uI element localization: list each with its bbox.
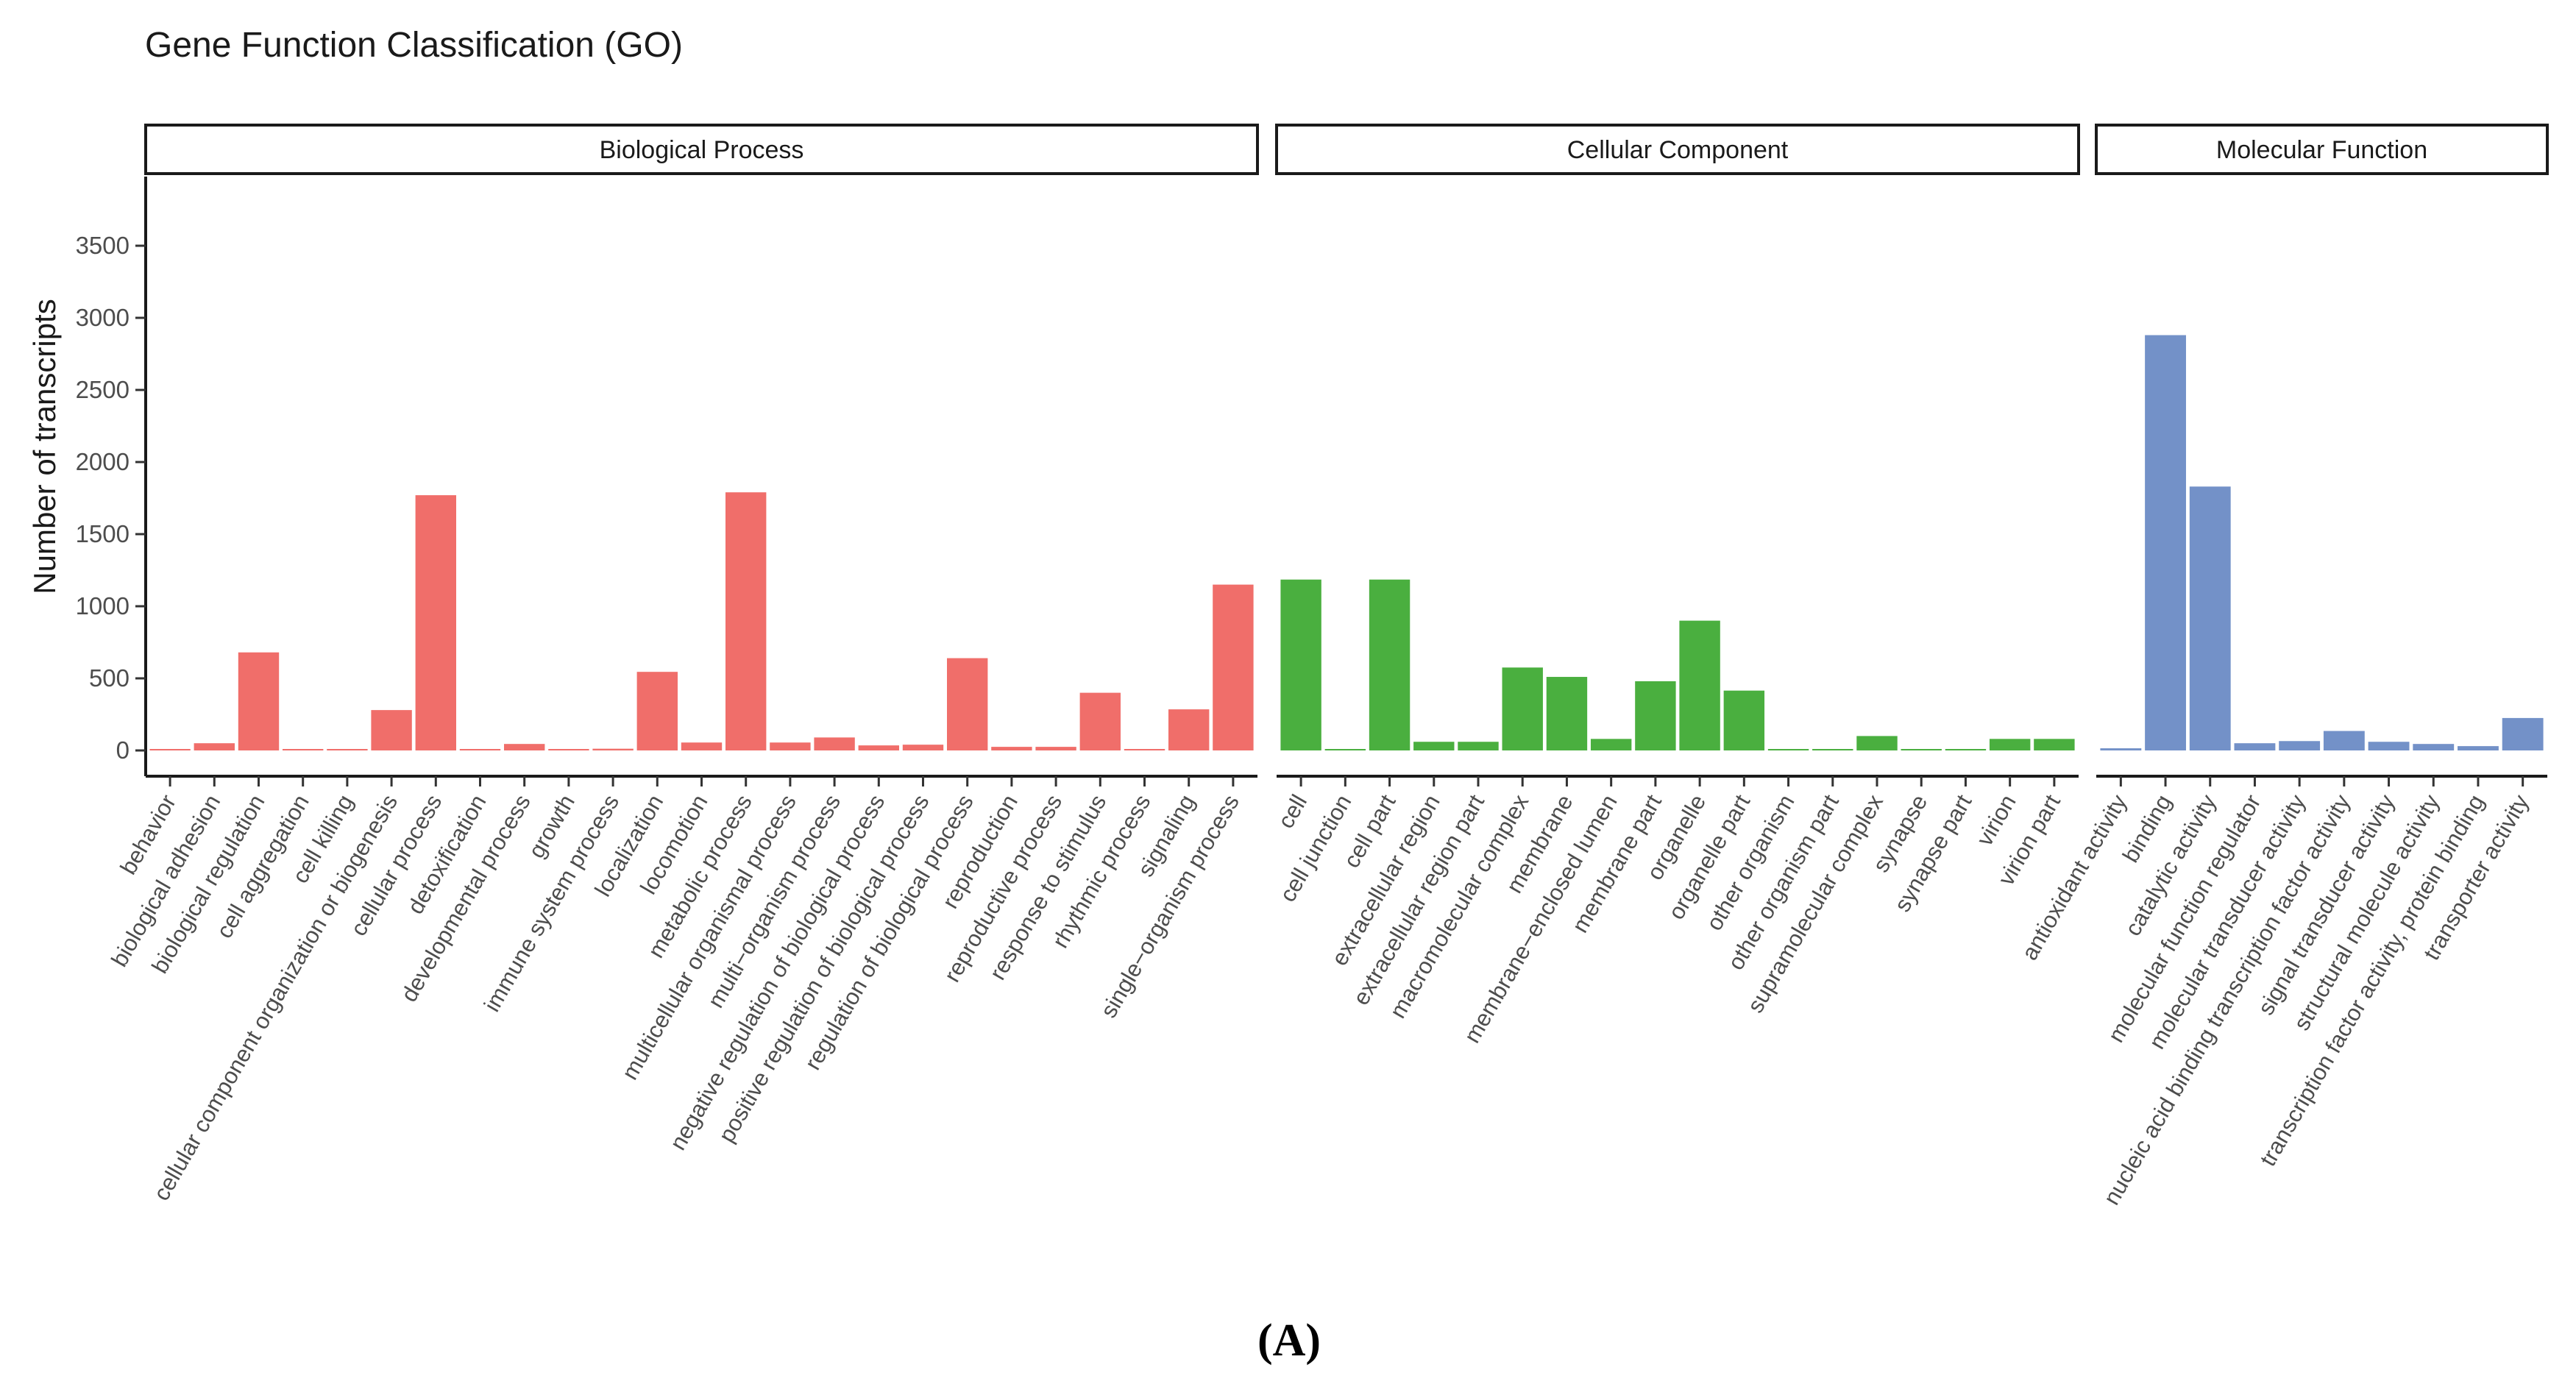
- bar-localization: [636, 672, 678, 750]
- bar-cell-part: [1369, 579, 1411, 750]
- bar-cell-aggregation: [283, 749, 324, 750]
- bar-organelle: [1679, 620, 1720, 750]
- bar-reproduction: [991, 747, 1032, 750]
- bar-cell: [1280, 579, 1321, 750]
- figure-label: (A): [1257, 1315, 1321, 1366]
- y-tick-label: 2000: [76, 448, 129, 475]
- y-tick-label: 1000: [76, 592, 129, 619]
- bar-other-organism-part: [1812, 749, 1853, 750]
- x-tick-label: cell: [1273, 790, 1313, 833]
- bar-supramolecular-complex: [1856, 736, 1898, 750]
- bar-molecular-transducer-activity: [2279, 741, 2321, 750]
- y-tick-label: 1500: [76, 520, 129, 547]
- bar-membrane-part: [1635, 681, 1676, 750]
- bar-antioxidant-activity: [2100, 748, 2142, 750]
- bar-metabolic-process: [725, 492, 767, 750]
- bar-molecular-function-regulator: [2234, 743, 2276, 750]
- bar-cell-killing: [327, 749, 368, 750]
- bar-other-organism: [1767, 749, 1809, 750]
- bar-immune-system-process: [592, 748, 634, 750]
- bar-synapse-part: [1945, 749, 1987, 750]
- bar-virion-part: [2034, 739, 2075, 750]
- bar-biological-adhesion: [194, 743, 235, 750]
- y-tick-label: 3500: [76, 232, 129, 259]
- bar-developmental-process: [504, 744, 545, 750]
- bar-structural-molecule-activity: [2413, 744, 2455, 750]
- bar-extracellular-region-part: [1458, 742, 1499, 750]
- bar-transcription-factor-activity-protein-binding: [2458, 746, 2499, 750]
- bar-positive-regulation-of-biological-process: [902, 745, 944, 750]
- panel-strip-label: Cellular Component: [1567, 136, 1789, 164]
- chart-title: Gene Function Classification (GO): [145, 26, 683, 65]
- bar-reproductive-process: [1035, 747, 1076, 750]
- y-axis-label: Number of transcripts: [27, 299, 62, 594]
- bar-virion: [1989, 739, 2031, 750]
- bar-regulation-of-biological-process: [947, 658, 988, 750]
- panel-strip-label: Biological Process: [600, 136, 804, 164]
- y-tick-label: 3000: [76, 304, 129, 331]
- bar-negative-regulation-of-biological-process: [858, 745, 899, 750]
- bar-multi-organism-process: [814, 737, 855, 750]
- bar-cellular-process: [415, 495, 456, 750]
- bar-multicellular-organismal-process: [770, 742, 811, 750]
- bar-transporter-activity: [2502, 717, 2544, 750]
- panel-strip-label: Molecular Function: [2216, 136, 2427, 164]
- y-tick-label: 500: [89, 664, 129, 692]
- bar-macromolecular-complex: [1502, 667, 1543, 750]
- bar-detoxification: [459, 749, 501, 750]
- bar-rhythmic-process: [1124, 749, 1165, 750]
- bar-cellular-component-organization-or-biogenesis: [371, 710, 412, 750]
- bar-extracellular-region: [1413, 742, 1455, 750]
- bar-growth: [548, 749, 589, 750]
- bar-catalytic-activity: [2189, 486, 2231, 750]
- panel-strip: [1275, 124, 2080, 175]
- y-tick-label: 2500: [76, 376, 129, 403]
- bar-nucleic-acid-binding-transcription-factor-activity: [2323, 731, 2365, 750]
- y-tick-label: 0: [116, 736, 129, 764]
- bar-signal-transducer-activity: [2368, 742, 2410, 750]
- bar-binding: [2145, 335, 2186, 750]
- bar-biological-regulation: [238, 652, 280, 750]
- bar-organelle-part: [1723, 690, 1765, 750]
- y-axis: 0 500 1000 1500 2000 2500 3000 3500: [76, 177, 147, 776]
- bar-locomotion: [681, 742, 723, 750]
- bar-behavior: [149, 749, 191, 750]
- bar-single-organism-process: [1213, 584, 1254, 750]
- bar-synapse: [1901, 749, 1942, 750]
- bar-signaling: [1168, 709, 1210, 750]
- bar-membrane: [1546, 677, 1588, 750]
- bar-membrane-enclosed-lumen: [1590, 739, 1632, 750]
- bar-cell-junction: [1324, 749, 1366, 750]
- panel-strip: [2095, 124, 2549, 175]
- panel-strip: [144, 124, 1259, 175]
- bar-response-to-stimulus: [1079, 692, 1121, 750]
